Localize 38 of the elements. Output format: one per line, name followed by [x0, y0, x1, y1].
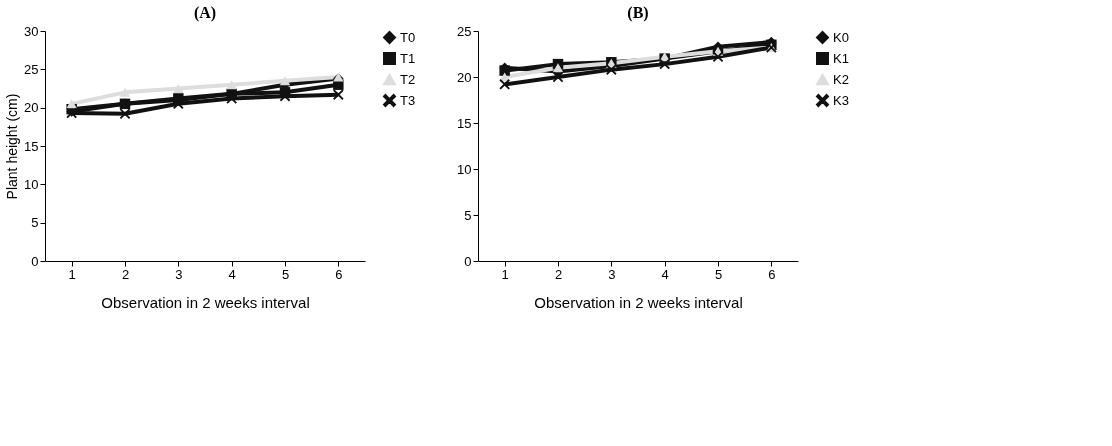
y-tick-label: 5	[31, 215, 39, 231]
y-tick-label: 0	[31, 253, 39, 269]
x-tick-label: 6	[768, 266, 776, 282]
x-tick-label: 5	[281, 266, 290, 282]
x-tick-label: 4	[228, 266, 236, 282]
legend-label: T3	[400, 92, 416, 108]
legend-label: K1	[833, 50, 849, 66]
y-tick-label: 15	[457, 115, 472, 131]
legend-label: K0	[833, 29, 849, 45]
x-tick-label: 4	[661, 266, 669, 282]
y-tick-label: 25	[24, 61, 39, 77]
legend-label: T0	[400, 29, 416, 45]
y-axis-title: Plant height (cm)	[4, 93, 21, 200]
legend-label: T1	[400, 50, 416, 66]
x-axis-title: Observation in 2 weeks interval	[534, 293, 743, 311]
x-axis-title: Observation in 2 weeks interval	[101, 293, 310, 311]
y-tick-label: 15	[24, 138, 39, 154]
chart-title: (B)	[627, 4, 649, 22]
x-tick-label: 1	[68, 266, 76, 282]
y-tick-label: 30	[24, 23, 39, 39]
y-tick-label: 20	[24, 100, 39, 116]
x-tick-label: 2	[121, 266, 130, 282]
legend-label: K3	[833, 92, 849, 108]
legend-label: K2	[833, 71, 849, 87]
x-tick-label: 3	[175, 266, 183, 282]
y-tick-label: 10	[24, 176, 39, 192]
y-tick-label: 10	[457, 161, 472, 177]
x-tick-label: 3	[608, 266, 616, 282]
x-tick-label: 2	[554, 266, 563, 282]
y-tick-label: 0	[464, 253, 472, 269]
y-tick-label: 5	[464, 207, 472, 223]
y-tick-label: 20	[457, 69, 472, 85]
chart-title: (A)	[193, 4, 217, 22]
x-tick-label: 6	[335, 266, 343, 282]
x-tick-label: 1	[501, 266, 509, 282]
legend-label: T2	[400, 71, 416, 87]
x-tick-label: 5	[714, 266, 723, 282]
y-tick-label: 25	[457, 23, 472, 39]
